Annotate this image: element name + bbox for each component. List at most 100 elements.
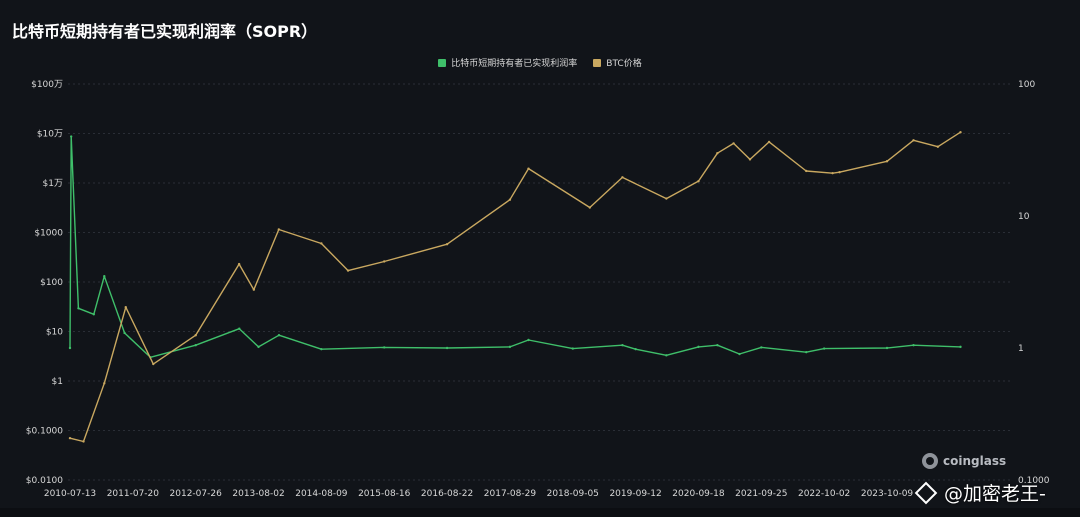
btc-price-point	[82, 440, 85, 443]
btc-price-point	[732, 142, 735, 145]
btc-price-point	[68, 436, 72, 440]
btc-price-point	[665, 197, 668, 200]
legend-item-sopr[interactable]: 比特币短期持有者已实现利润率	[438, 56, 577, 69]
x-tick-label: 2016-08-22	[421, 489, 473, 499]
sopr-point	[571, 347, 574, 350]
btc-price-point	[277, 228, 281, 231]
sopr-point	[621, 344, 624, 347]
x-tick-label: 2019-09-12	[609, 489, 661, 499]
x-tick-label: 2010-07-13	[44, 489, 96, 499]
btc-price-point	[831, 171, 834, 175]
x-axis-ticks: 2010-07-13 2011-07-20 2012-07-26 2013-08-02…	[44, 489, 914, 499]
coinglass-brand: coinglass	[943, 454, 1007, 468]
btc-price-point	[237, 262, 241, 266]
legend-label-btc-price: BTC价格	[606, 59, 642, 69]
btc-price-point	[716, 151, 719, 155]
grid-lines	[68, 83, 1012, 481]
sopr-point	[822, 347, 826, 350]
sopr-point	[77, 307, 80, 310]
coinglass-logo-icon	[922, 453, 938, 469]
sopr-point	[194, 344, 197, 347]
sopr-line	[69, 135, 961, 358]
btc-price-point	[748, 158, 752, 161]
sopr-point	[103, 274, 106, 278]
btc-price-point	[936, 145, 940, 148]
x-tick-label: 2017-08-29	[484, 489, 537, 499]
btc-price-point	[588, 206, 592, 209]
left-axis-ticks: $100万 $10万 $1万 $1000 $100 $10 $1 $0.1000 $0.0100	[26, 80, 63, 486]
left-tick-label: $0.0100	[26, 476, 63, 486]
btc-price-point	[527, 167, 530, 170]
x-tick-label: 2022-10-02	[798, 489, 850, 499]
sopr-point	[716, 344, 719, 347]
sopr-point	[959, 345, 962, 349]
btc-price-point	[252, 288, 256, 291]
chart-legend: 比特币短期持有者已实现利润率 BTC价格	[0, 56, 1080, 69]
chart-series	[68, 131, 962, 443]
sopr-point	[805, 350, 808, 354]
sopr-point	[508, 345, 512, 349]
right-axis-ticks: 100 10 1 0.1000	[1018, 80, 1050, 486]
sopr-point	[257, 345, 260, 349]
btc-price-point	[912, 139, 915, 142]
right-tick-label: 100	[1018, 80, 1035, 90]
legend-swatch-btc-price	[593, 58, 602, 67]
btc-price-point	[383, 260, 386, 263]
btc-price-line	[69, 131, 961, 443]
sopr-point	[527, 338, 530, 342]
left-tick-label: $10	[46, 328, 63, 338]
sopr-point	[912, 344, 915, 347]
left-tick-label: $10万	[37, 130, 63, 140]
btc-price-point	[124, 305, 127, 309]
left-tick-label: $1万	[43, 179, 63, 189]
right-tick-label: 0.1000	[1018, 476, 1050, 486]
sopr-point	[634, 347, 637, 351]
x-tick-label: 2012-07-26	[170, 489, 223, 499]
btc-price-point	[621, 176, 624, 179]
x-tick-label: 2013-08-02	[232, 489, 284, 499]
sopr-point	[665, 354, 668, 357]
legend-item-btc-price[interactable]: BTC价格	[593, 56, 642, 69]
chart-title: 比特币短期持有者已实现利润率（SOPR）	[12, 22, 318, 41]
btc-price-point	[767, 140, 771, 144]
sopr-point	[738, 352, 741, 356]
x-tick-label: 2021-09-25	[735, 489, 787, 499]
sopr-point	[92, 313, 96, 316]
left-tick-label: $100万	[31, 80, 63, 90]
x-tick-label: 2023-10-09	[861, 489, 914, 499]
btc-price-point	[805, 169, 808, 173]
btc-price-point	[152, 362, 155, 366]
x-tick-label: 2018-09-05	[547, 489, 599, 499]
btc-price-point	[838, 171, 841, 174]
x-tick-label: 2014-08-09	[295, 489, 348, 499]
diamond-icon	[914, 481, 938, 504]
btc-price-point	[697, 179, 700, 183]
x-tick-label: 2020-09-18	[672, 489, 725, 499]
btc-price-point	[103, 382, 106, 385]
x-tick-label: 2015-08-16	[358, 489, 411, 499]
sopr-point	[68, 346, 72, 350]
right-tick-label: 10	[1018, 212, 1030, 222]
legend-swatch-sopr	[438, 58, 447, 67]
sopr-point	[760, 346, 763, 349]
left-tick-label: $0.1000	[26, 427, 63, 437]
sopr-point	[885, 346, 889, 350]
sopr-point	[238, 327, 241, 330]
sopr-point	[69, 135, 73, 138]
sopr-point	[123, 331, 126, 335]
btc-price-point	[885, 160, 889, 163]
author-handle: @加密老王-	[944, 483, 1046, 505]
bottom-bar	[0, 508, 1080, 517]
left-tick-label: $1	[52, 377, 63, 387]
x-tick-label: 2011-07-20	[107, 489, 160, 499]
btc-price-point	[959, 131, 962, 134]
coinglass-watermark: coinglass	[922, 453, 1006, 469]
btc-price-point	[194, 334, 197, 337]
sopr-point	[697, 345, 700, 349]
sopr-point	[383, 346, 386, 349]
author-overlay: @加密老王-	[914, 479, 1046, 506]
legend-label-sopr: 比特币短期持有者已实现利润率	[451, 59, 578, 69]
sopr-point	[320, 347, 323, 351]
btc-price-point	[508, 198, 512, 201]
